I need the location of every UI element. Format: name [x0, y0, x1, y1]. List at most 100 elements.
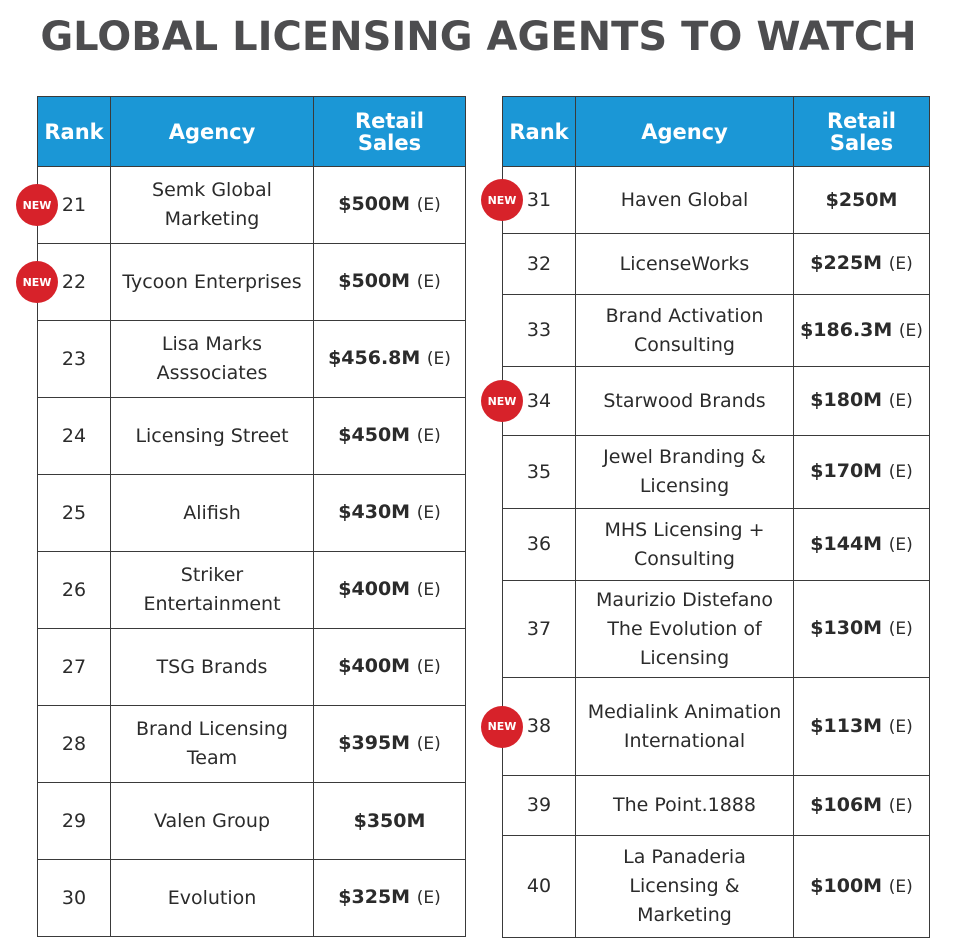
table-row: 26 Striker Entertainment $400M (E) — [37, 551, 466, 629]
sales-value: $430M — [338, 501, 411, 523]
rank-number: 28 — [61, 732, 87, 755]
rankings-table-left: Rank Agency Retail Sales NEW 21 Semk Globa… — [16, 96, 466, 937]
estimate-mark: (E) — [888, 254, 913, 274]
table-row: 37 Maurizio Distefano The Evolution of Li… — [502, 580, 930, 678]
rank-cell: 35 — [502, 435, 576, 509]
rank-number: 25 — [61, 501, 87, 524]
sales-value: $500M — [338, 270, 411, 292]
sales-cell: $325M (E) — [313, 859, 466, 937]
sales-cell: $130M (E) — [793, 580, 930, 678]
sales-value: $400M — [338, 578, 411, 600]
new-badge: NEW — [16, 261, 58, 303]
sales-cell: $456.8M (E) — [313, 320, 466, 398]
sales-cell: $250M — [793, 166, 930, 234]
sales-cell: $100M (E) — [793, 835, 930, 938]
rank-number: 26 — [61, 578, 87, 601]
agency-cell: Lisa Marks Asssociates — [110, 320, 314, 398]
sales-value: $500M — [338, 193, 411, 215]
page-title: GLOBAL LICENSING AGENTS TO WATCH — [40, 14, 917, 60]
rank-cell: NEW 38 — [481, 677, 576, 776]
estimate-mark: (E) — [888, 716, 913, 737]
rank-cell: 33 — [502, 294, 576, 367]
sales-value: $456.8M — [328, 347, 421, 369]
sales-value: $350M — [353, 809, 426, 832]
rank-cell: 30 — [37, 859, 111, 937]
rank-number: 23 — [61, 347, 87, 370]
agency-cell: Starwood Brands — [575, 366, 794, 436]
sales-value: $113M — [810, 714, 883, 737]
rank-cell: 28 — [37, 705, 111, 783]
rank-cell: 25 — [37, 474, 111, 552]
new-badge: NEW — [481, 705, 523, 748]
rank-number: 24 — [61, 424, 87, 447]
estimate-mark: (E) — [416, 503, 441, 523]
rank-number: 29 — [61, 809, 87, 832]
rank-cell: NEW 22 — [16, 243, 111, 321]
rank-cell: 32 — [502, 233, 576, 295]
sales-cell: $113M (E) — [793, 677, 930, 776]
estimate-mark: (E) — [416, 195, 441, 215]
rank-cell: NEW 31 — [481, 166, 576, 234]
sales-value: $325M — [338, 886, 411, 908]
sales-value: $225M — [810, 252, 883, 274]
agency-cell: Striker Entertainment — [110, 551, 314, 629]
rank-header: Rank — [502, 96, 576, 167]
sales-value: $106M — [810, 793, 883, 816]
sales-value: $250M — [825, 188, 898, 211]
agency-cell: MHS Licensing + Consulting — [575, 508, 794, 581]
table-row: NEW 21 Semk Global Marketing $500M (E) — [16, 166, 466, 244]
estimate-mark: (E) — [416, 657, 441, 677]
estimate-mark: (E) — [898, 320, 923, 341]
sales-cell: $350M — [313, 782, 466, 860]
rank-number: 36 — [526, 533, 552, 555]
estimate-mark: (E) — [888, 619, 913, 639]
agency-cell: Brand Licensing Team — [110, 705, 314, 783]
estimate-mark: (E) — [888, 391, 913, 411]
agency-cell: LicenseWorks — [575, 233, 794, 295]
new-badge: NEW — [16, 184, 58, 226]
estimate-mark: (E) — [416, 888, 441, 908]
agency-cell: Brand Activation Consulting — [575, 294, 794, 367]
sales-header: Retail Sales — [313, 96, 466, 167]
estimate-mark: (E) — [888, 462, 913, 482]
new-badge: NEW — [481, 380, 523, 422]
table-row: NEW 22 Tycoon Enterprises $500M (E) — [16, 243, 466, 321]
rank-number: 33 — [526, 319, 552, 341]
new-badge: NEW — [481, 179, 523, 221]
sales-cell: $400M (E) — [313, 628, 466, 706]
sales-cell: $180M (E) — [793, 366, 930, 436]
rank-number: 27 — [61, 655, 87, 678]
estimate-mark: (E) — [888, 876, 913, 897]
rank-number: 21 — [61, 193, 87, 216]
agency-cell: Haven Global — [575, 166, 794, 234]
agency-cell: Evolution — [110, 859, 314, 937]
rank-cell: 26 — [37, 551, 111, 629]
table-row: NEW 31 Haven Global $250M — [481, 166, 930, 234]
rank-cell: 39 — [502, 775, 576, 836]
rank-cell: 37 — [502, 580, 576, 678]
sales-value: $180M — [810, 389, 883, 411]
table-row: 33 Brand Activation Consulting $186.3M (E) — [502, 294, 930, 367]
sales-value: $186.3M — [800, 318, 893, 341]
table-row: 35 Jewel Branding & Licensing $170M (E) — [502, 435, 930, 509]
agency-cell: Tycoon Enterprises — [110, 243, 314, 321]
rank-cell: 23 — [37, 320, 111, 398]
rank-cell: NEW 34 — [481, 366, 576, 436]
agency-cell: TSG Brands — [110, 628, 314, 706]
rank-number: 38 — [526, 715, 552, 737]
table-row: 39 The Point.1888 $106M (E) — [502, 775, 930, 836]
agency-cell: The Point.1888 — [575, 775, 794, 836]
sales-cell: $500M (E) — [313, 166, 466, 244]
rank-cell: 40 — [502, 835, 576, 938]
rank-number: 30 — [61, 886, 87, 909]
sales-value: $395M — [338, 732, 411, 754]
rank-number: 37 — [526, 617, 552, 640]
estimate-mark: (E) — [416, 272, 441, 292]
estimate-mark: (E) — [426, 349, 451, 369]
rank-cell: 36 — [502, 508, 576, 581]
sales-cell: $106M (E) — [793, 775, 930, 836]
sales-cell: $186.3M (E) — [793, 294, 930, 367]
table-row: 25 Alifish $430M (E) — [37, 474, 466, 552]
table-row: 40 La Panaderia Licensing & Marketing $100… — [502, 835, 930, 938]
sales-value: $130M — [810, 617, 883, 639]
